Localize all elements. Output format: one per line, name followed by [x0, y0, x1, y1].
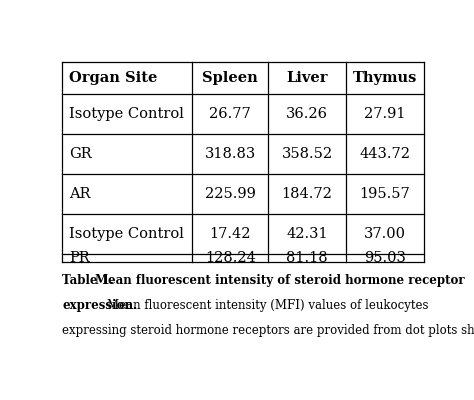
- Text: 17.42: 17.42: [210, 227, 251, 241]
- Text: 195.57: 195.57: [359, 187, 410, 201]
- Text: 36.26: 36.26: [286, 107, 328, 121]
- Text: Mean fluorescent intensity of steroid hormone receptor: Mean fluorescent intensity of steroid ho…: [94, 274, 464, 287]
- Text: 37.00: 37.00: [364, 227, 406, 241]
- Text: Isotype Control: Isotype Control: [69, 107, 184, 121]
- Text: Thymus: Thymus: [353, 71, 417, 85]
- Text: Isotype Control: Isotype Control: [69, 227, 184, 241]
- Text: 42.31: 42.31: [286, 227, 328, 241]
- Text: 81.18: 81.18: [286, 251, 328, 265]
- Text: Spleen: Spleen: [202, 71, 258, 85]
- Text: Table 1.: Table 1.: [62, 274, 114, 287]
- Text: 27.91: 27.91: [364, 107, 406, 121]
- Text: 443.72: 443.72: [359, 147, 410, 161]
- Text: 225.99: 225.99: [205, 187, 255, 201]
- Text: 26.77: 26.77: [210, 107, 251, 121]
- Text: PR: PR: [69, 251, 90, 265]
- Text: Mean fluorescent intensity (MFI) values of leukocytes: Mean fluorescent intensity (MFI) values …: [107, 299, 428, 312]
- Text: 184.72: 184.72: [282, 187, 333, 201]
- Text: Liver: Liver: [286, 71, 328, 85]
- Text: 318.83: 318.83: [205, 147, 256, 161]
- Text: 95.03: 95.03: [364, 251, 406, 265]
- Text: expressing steroid hormone receptors are provided from dot plots shown: expressing steroid hormone receptors are…: [62, 324, 474, 337]
- Text: AR: AR: [69, 187, 91, 201]
- Text: GR: GR: [69, 147, 91, 161]
- Text: expression.: expression.: [62, 299, 137, 312]
- Text: 128.24: 128.24: [205, 251, 255, 265]
- Text: Organ Site: Organ Site: [69, 71, 157, 85]
- Text: 358.52: 358.52: [282, 147, 333, 161]
